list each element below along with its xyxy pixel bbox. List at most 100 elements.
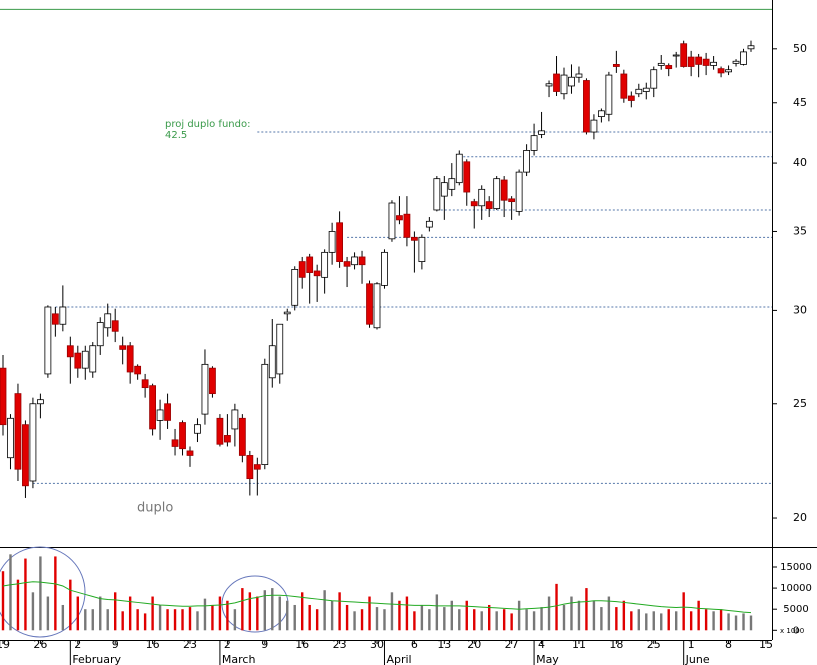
volume-bar — [278, 596, 281, 631]
candle-body — [201, 363, 209, 415]
volume-bar — [218, 596, 222, 631]
volume-bar — [675, 611, 678, 631]
volume-bar — [734, 615, 738, 631]
annotation: proj duplo fundo: — [165, 119, 250, 130]
candle-body — [119, 345, 127, 350]
candle-body — [455, 153, 463, 184]
candle-body — [209, 367, 216, 395]
candle-body — [478, 188, 486, 207]
volume-bar — [600, 607, 603, 631]
candle-body — [575, 73, 583, 78]
volume-bar — [263, 590, 266, 631]
candle-body — [351, 256, 358, 266]
volume-bar — [226, 600, 229, 631]
month-label: June — [685, 653, 710, 665]
volume-bar — [256, 596, 259, 631]
volume-bar — [286, 600, 289, 631]
x-tick-label: 25 — [647, 638, 661, 651]
volume-bar — [517, 600, 521, 631]
x-tick-label: 19 — [0, 638, 10, 651]
candle-body — [149, 385, 157, 430]
volume-bar — [435, 594, 439, 631]
x-tick-label: 9 — [261, 638, 268, 651]
volume-bar — [630, 611, 633, 631]
volume-bar — [315, 609, 319, 631]
candle-body — [410, 236, 418, 241]
annotation: duplo — [137, 501, 173, 516]
candle-body — [306, 256, 314, 273]
x-tick-label: 30 — [370, 638, 384, 651]
candle-body — [418, 236, 426, 262]
candle-body — [141, 379, 149, 389]
x-tick-label: 23 — [183, 638, 197, 651]
candle-body — [635, 88, 643, 95]
candle-body — [448, 178, 456, 190]
x-tick-label: 18 — [609, 638, 623, 651]
candle-body — [702, 58, 710, 66]
month-label: May — [536, 653, 559, 665]
volume-bar — [338, 592, 341, 631]
candle-body — [343, 261, 351, 267]
volume-bar — [697, 600, 700, 631]
candle-body — [81, 350, 89, 369]
volume-bar — [712, 611, 715, 631]
volume-bar — [128, 596, 132, 631]
volume-bar — [181, 609, 184, 631]
x-tick-label: 27 — [505, 638, 519, 651]
y-tick-label: 30 — [793, 303, 807, 316]
volume-bar — [458, 609, 461, 631]
candle-body — [605, 74, 613, 115]
candle-body — [396, 215, 403, 221]
candle-body — [433, 178, 441, 211]
volume-bar — [375, 607, 379, 631]
volume-bar — [353, 611, 356, 631]
candle-body — [568, 76, 575, 87]
month-label: April — [386, 653, 411, 665]
candle-body — [560, 74, 568, 95]
volume-bar — [241, 588, 244, 631]
volume-bar — [360, 609, 364, 631]
volume-bar — [615, 607, 618, 631]
candle-body — [583, 80, 590, 133]
candle-body — [403, 213, 411, 238]
candle-body — [553, 73, 560, 92]
volume-bar — [271, 588, 274, 631]
y-tick-label: 50 — [793, 42, 807, 55]
volume-bar — [46, 596, 50, 631]
volume-ma — [2, 581, 752, 614]
candle-body — [179, 422, 186, 450]
candle-body — [246, 455, 254, 480]
candle-body — [134, 365, 142, 375]
volume-tick-label: 10000 — [780, 583, 812, 594]
volume-bar — [450, 600, 453, 631]
volume-bar — [69, 579, 72, 631]
volume-bar — [689, 611, 693, 631]
volume-bar — [525, 609, 528, 631]
candle-body — [104, 313, 112, 329]
x-tick-label: 4 — [538, 638, 545, 651]
volume-bar — [645, 613, 648, 631]
volume-bar — [248, 592, 252, 631]
candle-body — [508, 198, 516, 203]
volume-bar — [443, 607, 446, 631]
volume-bar — [166, 609, 169, 631]
y-tick-label: 25 — [793, 397, 807, 410]
candle-body — [620, 73, 628, 99]
volume-bar — [345, 604, 349, 631]
volume-bar — [121, 611, 124, 631]
candle-body — [0, 367, 7, 426]
candle-body — [261, 363, 269, 465]
candle-body — [14, 393, 22, 470]
candle-body — [29, 403, 37, 482]
volume-bar — [480, 611, 483, 631]
volume-bar — [502, 609, 506, 631]
volume-bar — [31, 592, 35, 631]
volume-bar — [308, 604, 311, 631]
candle-body — [321, 251, 329, 278]
candle-body — [51, 313, 59, 325]
candle-body — [650, 69, 658, 89]
x-tick-label: 20 — [467, 638, 481, 651]
candle-body — [612, 64, 620, 67]
